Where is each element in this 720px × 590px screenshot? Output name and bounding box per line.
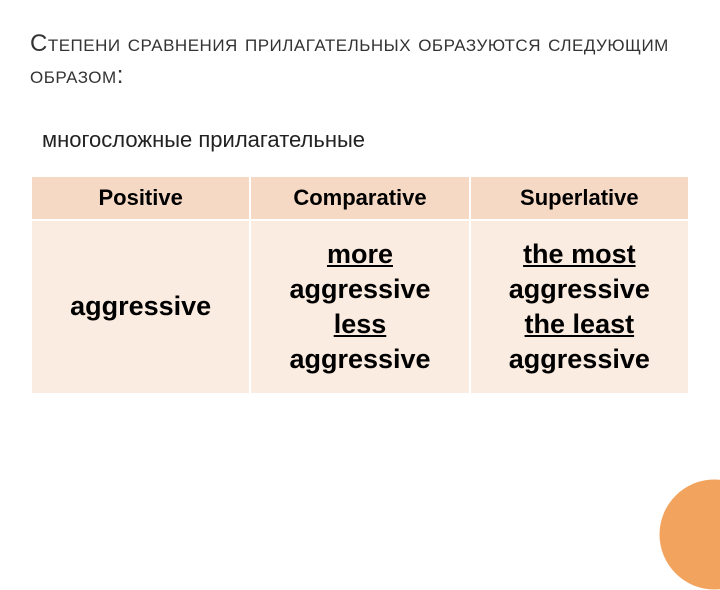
word-comp-1: aggressive [289, 274, 430, 304]
keyword-more: more [327, 239, 393, 269]
cell-comparative: more aggressive less aggressive [251, 221, 468, 393]
cell-superlative: the most aggressive the least aggressive [471, 221, 688, 393]
comparison-table: Positive Comparative Superlative aggress… [30, 175, 690, 395]
word-sup-1: aggressive [509, 274, 650, 304]
col-positive: Positive [32, 177, 249, 219]
col-superlative: Superlative [471, 177, 688, 219]
word-sup-2: aggressive [509, 344, 650, 374]
keyword-least: the least [525, 309, 635, 339]
word-comp-2: aggressive [289, 344, 430, 374]
table-row: aggressive more aggressive less aggressi… [32, 221, 688, 393]
page-title: Степени сравнения прилагательных образую… [30, 28, 690, 93]
col-comparative: Comparative [251, 177, 468, 219]
table-header-row: Positive Comparative Superlative [32, 177, 688, 219]
keyword-less: less [334, 309, 387, 339]
cell-positive: aggressive [32, 221, 249, 393]
accent-circle [660, 480, 720, 590]
subtitle: многосложные прилагательные [42, 127, 690, 153]
keyword-most: the most [523, 239, 636, 269]
